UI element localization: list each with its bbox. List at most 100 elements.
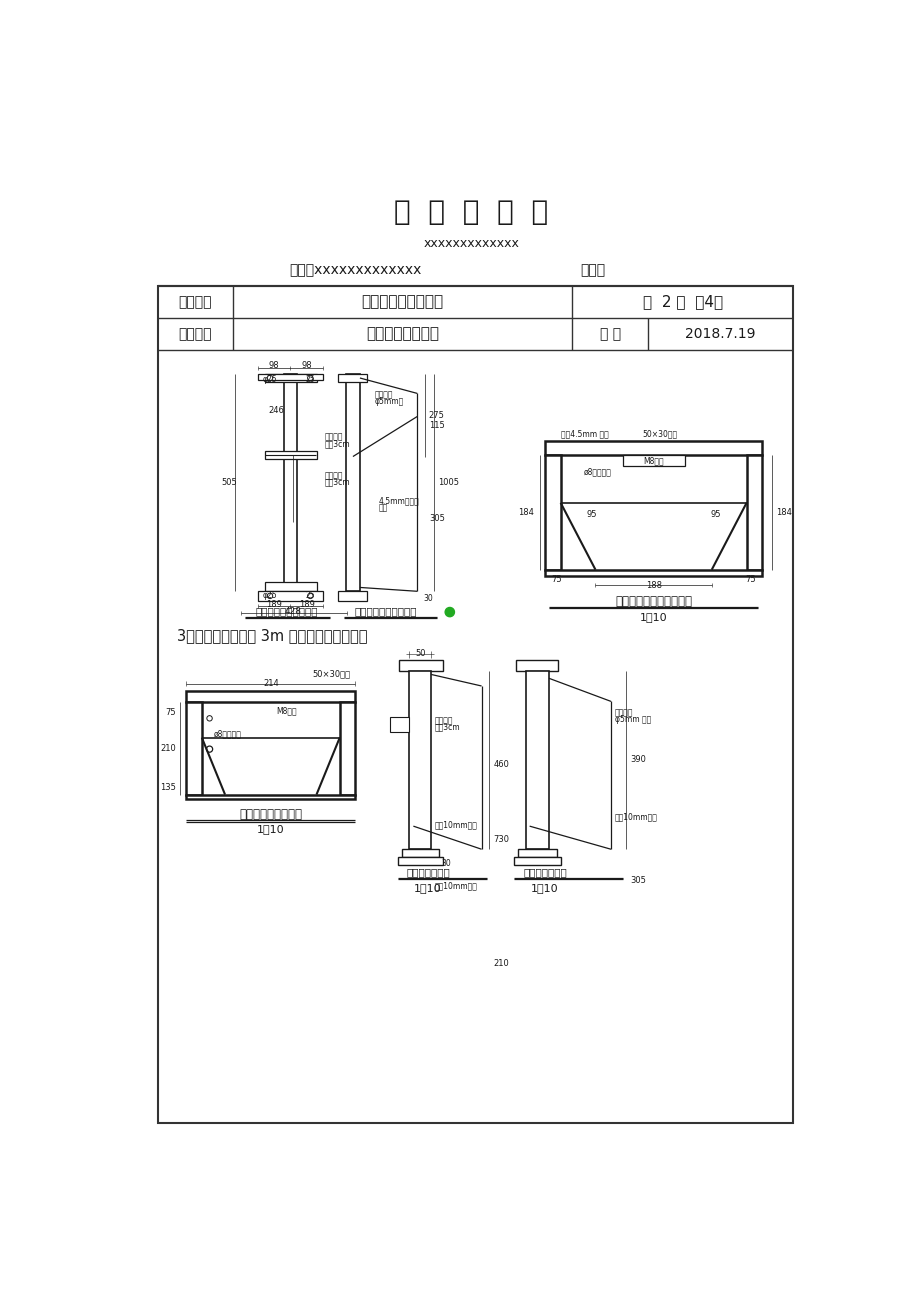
Text: 730: 730 [493, 836, 508, 845]
Text: 台阶处立柱支架正视图: 台阶处立柱支架正视图 [255, 607, 318, 616]
Text: 1005: 1005 [437, 478, 459, 487]
Bar [622, 454, 684, 466]
Bar [338, 591, 367, 600]
Text: 50×30角管: 50×30角管 [641, 428, 676, 437]
Bar [258, 591, 323, 600]
Bar [157, 285, 792, 1122]
Text: 189: 189 [299, 600, 315, 609]
Text: 189: 189 [266, 600, 281, 609]
Text: 长度3cm: 长度3cm [435, 723, 460, 732]
Text: 3、加密处支架用在 3m 栅栏的中部加密用。: 3、加密处支架用在 3m 栅栏的中部加密用。 [176, 628, 367, 643]
Text: 刺丝滚笼安装各工班: 刺丝滚笼安装各工班 [361, 294, 443, 310]
Text: 75: 75 [165, 708, 176, 717]
Bar [284, 374, 297, 591]
Text: φ25: φ25 [263, 375, 277, 384]
Text: 390: 390 [630, 755, 645, 764]
Bar [346, 374, 359, 591]
Text: 428: 428 [285, 607, 301, 616]
Text: 1：10: 1：10 [256, 824, 284, 835]
Text: 246: 246 [268, 406, 284, 415]
Text: 184: 184 [517, 508, 533, 517]
Text: 厚度4.5mm 钢板: 厚度4.5mm 钢板 [560, 428, 607, 437]
Text: 第  2 页  共4页: 第 2 页 共4页 [642, 294, 722, 310]
Text: 305: 305 [428, 514, 444, 522]
Text: φ5mm钢: φ5mm钢 [374, 397, 403, 406]
Bar [339, 702, 355, 794]
Bar [517, 849, 556, 857]
Text: 直径10mm铁丝: 直径10mm铁丝 [435, 881, 478, 891]
Bar [746, 454, 761, 570]
Text: 技  术  交  底  书: 技 术 交 底 书 [394, 198, 548, 225]
Text: 单位：xxxxxxxxxxxxx: 单位：xxxxxxxxxxxxx [289, 263, 421, 277]
Text: 主送单位: 主送单位 [178, 294, 211, 309]
Text: 98: 98 [301, 361, 312, 370]
Text: 25: 25 [305, 375, 315, 384]
Bar [186, 794, 355, 799]
Text: 台阶处立柱支架侧视图: 台阶处立柱支架侧视图 [355, 607, 417, 616]
Text: xxxxxxxxxxxxx: xxxxxxxxxxxxx [423, 237, 519, 250]
Text: 50×30角管: 50×30角管 [312, 669, 350, 678]
Bar [390, 717, 409, 732]
Text: 衬垫: 衬垫 [378, 503, 387, 512]
Bar [338, 374, 367, 381]
Text: 95: 95 [709, 510, 720, 518]
Text: 加密支架侧视图: 加密支架侧视图 [523, 867, 566, 878]
Text: 214: 214 [263, 680, 278, 689]
Text: 25: 25 [305, 591, 315, 600]
Text: 75: 75 [550, 575, 562, 585]
Text: 210: 210 [493, 958, 508, 967]
Text: 长度3cm: 长度3cm [323, 478, 349, 487]
Bar [545, 441, 761, 454]
Text: 1：10: 1：10 [639, 612, 666, 621]
Text: 加密支架拖篮示意图: 加密支架拖篮示意图 [239, 809, 302, 822]
Text: 4.5mm厚钢板: 4.5mm厚钢板 [378, 496, 419, 505]
Text: 305: 305 [630, 876, 645, 885]
Bar [265, 582, 316, 591]
Text: 刺丝滚笼施工交底: 刺丝滚笼施工交底 [366, 327, 438, 341]
Bar [186, 702, 201, 794]
Text: 30: 30 [441, 858, 451, 867]
Text: M8螺母: M8螺母 [642, 457, 664, 466]
Text: ø8钢筋拖篮: ø8钢筋拖篮 [584, 467, 611, 477]
Text: 加密支架正视图: 加密支架正视图 [406, 867, 449, 878]
Text: 焊接结构: 焊接结构 [374, 391, 392, 400]
Bar [516, 660, 558, 671]
Text: 115: 115 [428, 422, 444, 430]
Bar [402, 849, 438, 857]
Text: 184: 184 [776, 508, 791, 517]
Text: 焊接结构: 焊接结构 [323, 471, 343, 480]
Bar [265, 452, 316, 458]
Text: 75: 75 [744, 575, 755, 585]
Text: 长度3cm: 长度3cm [323, 439, 349, 448]
Text: 95: 95 [585, 510, 596, 518]
Text: 210: 210 [160, 743, 176, 753]
Bar [186, 691, 355, 702]
Text: 1：10: 1：10 [531, 883, 559, 893]
Text: 焊接结构: 焊接结构 [323, 432, 343, 441]
Text: 日 期: 日 期 [599, 327, 620, 341]
Bar [409, 671, 431, 849]
Text: 2018.7.19: 2018.7.19 [685, 327, 755, 341]
Text: φ5mm 钢筋: φ5mm 钢筋 [614, 715, 651, 724]
Bar [514, 857, 560, 865]
Circle shape [445, 608, 454, 617]
Text: φ25: φ25 [263, 591, 277, 600]
Text: 275: 275 [428, 411, 444, 419]
Text: 1：10: 1：10 [414, 883, 441, 893]
Bar [545, 570, 761, 575]
Text: 工程名称: 工程名称 [178, 327, 211, 341]
Bar [525, 671, 549, 849]
Bar [545, 454, 560, 570]
Bar [258, 374, 323, 380]
Bar [399, 660, 442, 671]
Text: 98: 98 [268, 361, 278, 370]
Text: 编号：: 编号： [579, 263, 605, 277]
Text: 焊接结构: 焊接结构 [435, 716, 453, 725]
Text: 50: 50 [414, 650, 425, 658]
Text: 505: 505 [221, 478, 237, 487]
Text: 135: 135 [160, 783, 176, 792]
Text: M8螺母: M8螺母 [276, 706, 296, 715]
Text: ø8钢筋拖篮: ø8钢筋拖篮 [213, 729, 241, 738]
Bar [397, 857, 442, 865]
Text: 30: 30 [423, 595, 433, 604]
